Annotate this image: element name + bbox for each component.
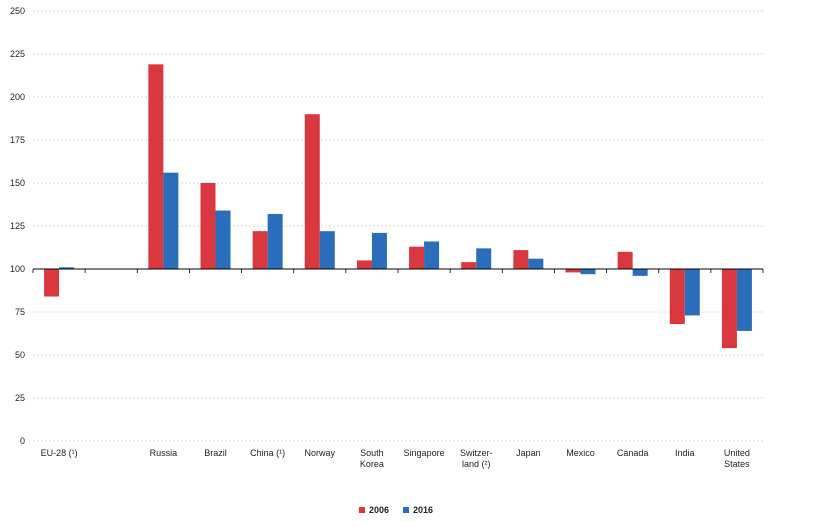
category-label: India <box>675 448 695 458</box>
y-tick-label-250: 250 <box>10 6 25 16</box>
category-label: Norway <box>305 448 336 458</box>
bar-2016-3 <box>215 210 231 269</box>
bar-2016-9 <box>528 258 544 269</box>
bar-2016-2 <box>163 172 179 269</box>
y-tick-label-150: 150 <box>10 178 25 188</box>
x-axis-labels: EU-28 (¹) Russia Brazil China (¹) Norway Sout… <box>41 448 751 469</box>
y-tick-label-0: 0 <box>20 436 25 446</box>
y-tick-label-75: 75 <box>15 307 25 317</box>
bar-2006-8 <box>461 262 477 269</box>
bar-2016-6 <box>371 232 387 269</box>
bar-2016-13 <box>736 269 752 331</box>
bar-2006-0 <box>44 269 60 297</box>
legend-swatch-2006 <box>359 507 365 513</box>
bar-2006-2 <box>148 64 164 269</box>
bar-2006-6 <box>356 260 372 269</box>
legend-label-2006: 2006 <box>369 505 390 515</box>
bar-2006-10 <box>565 269 581 273</box>
bar-2006-13 <box>721 269 737 349</box>
bar-2006-7 <box>409 246 425 269</box>
category-label: Russia <box>150 448 178 458</box>
bar-2016-5 <box>319 231 335 269</box>
gridlines <box>33 10 763 442</box>
y-tick-label-225: 225 <box>10 49 25 59</box>
legend: 2006 2016 <box>359 505 433 515</box>
y-tick-label-100: 100 <box>10 264 25 274</box>
y-tick-label-175: 175 <box>10 135 25 145</box>
y-tick-label-50: 50 <box>15 350 25 360</box>
bar-chart: 0 25 50 75 100 125 150 175 200 225 250 EU-28 (¹) Ru… <box>10 6 764 469</box>
bar-2016-10 <box>580 269 596 275</box>
category-label: Mexico <box>566 448 595 458</box>
bar-2006-11 <box>617 251 633 269</box>
legend-item-2006: 2006 <box>359 505 389 515</box>
y-axis-labels: 0 25 50 75 100 125 150 175 200 225 250 <box>10 6 25 446</box>
category-label: United <box>724 448 750 458</box>
bar-2016-8 <box>476 248 492 269</box>
bar-2006-9 <box>513 250 529 269</box>
bar-2016-7 <box>424 241 440 269</box>
bars <box>32 64 764 349</box>
category-label: Brazil <box>204 448 227 458</box>
y-tick-label-125: 125 <box>10 221 25 231</box>
bar-2016-0 <box>59 267 75 269</box>
category-label: Japan <box>516 448 541 458</box>
category-label: Canada <box>617 448 649 458</box>
legend-item-2016: 2016 <box>403 505 433 515</box>
legend-swatch-2016 <box>403 507 410 513</box>
category-label: Korea <box>360 459 384 469</box>
bar-2016-11 <box>632 269 648 276</box>
category-label: States <box>724 459 750 469</box>
category-label: China (¹) <box>250 448 285 458</box>
bar-2006-12 <box>669 269 685 325</box>
category-label: Singapore <box>404 448 445 458</box>
category-label: South <box>360 448 384 458</box>
category-label: EU-28 (¹) <box>41 448 78 458</box>
legend-label-2016: 2016 <box>413 505 434 515</box>
bar-2006-5 <box>304 114 320 269</box>
bar-2016-4 <box>267 213 283 269</box>
category-label: Switzer- <box>460 448 493 458</box>
category-label: land (²) <box>462 459 491 469</box>
bar-2016-12 <box>684 269 700 316</box>
bar-2006-4 <box>252 231 268 269</box>
bar-2006-3 <box>200 183 216 269</box>
y-tick-label-25: 25 <box>15 393 25 403</box>
y-tick-label-200: 200 <box>10 92 25 102</box>
